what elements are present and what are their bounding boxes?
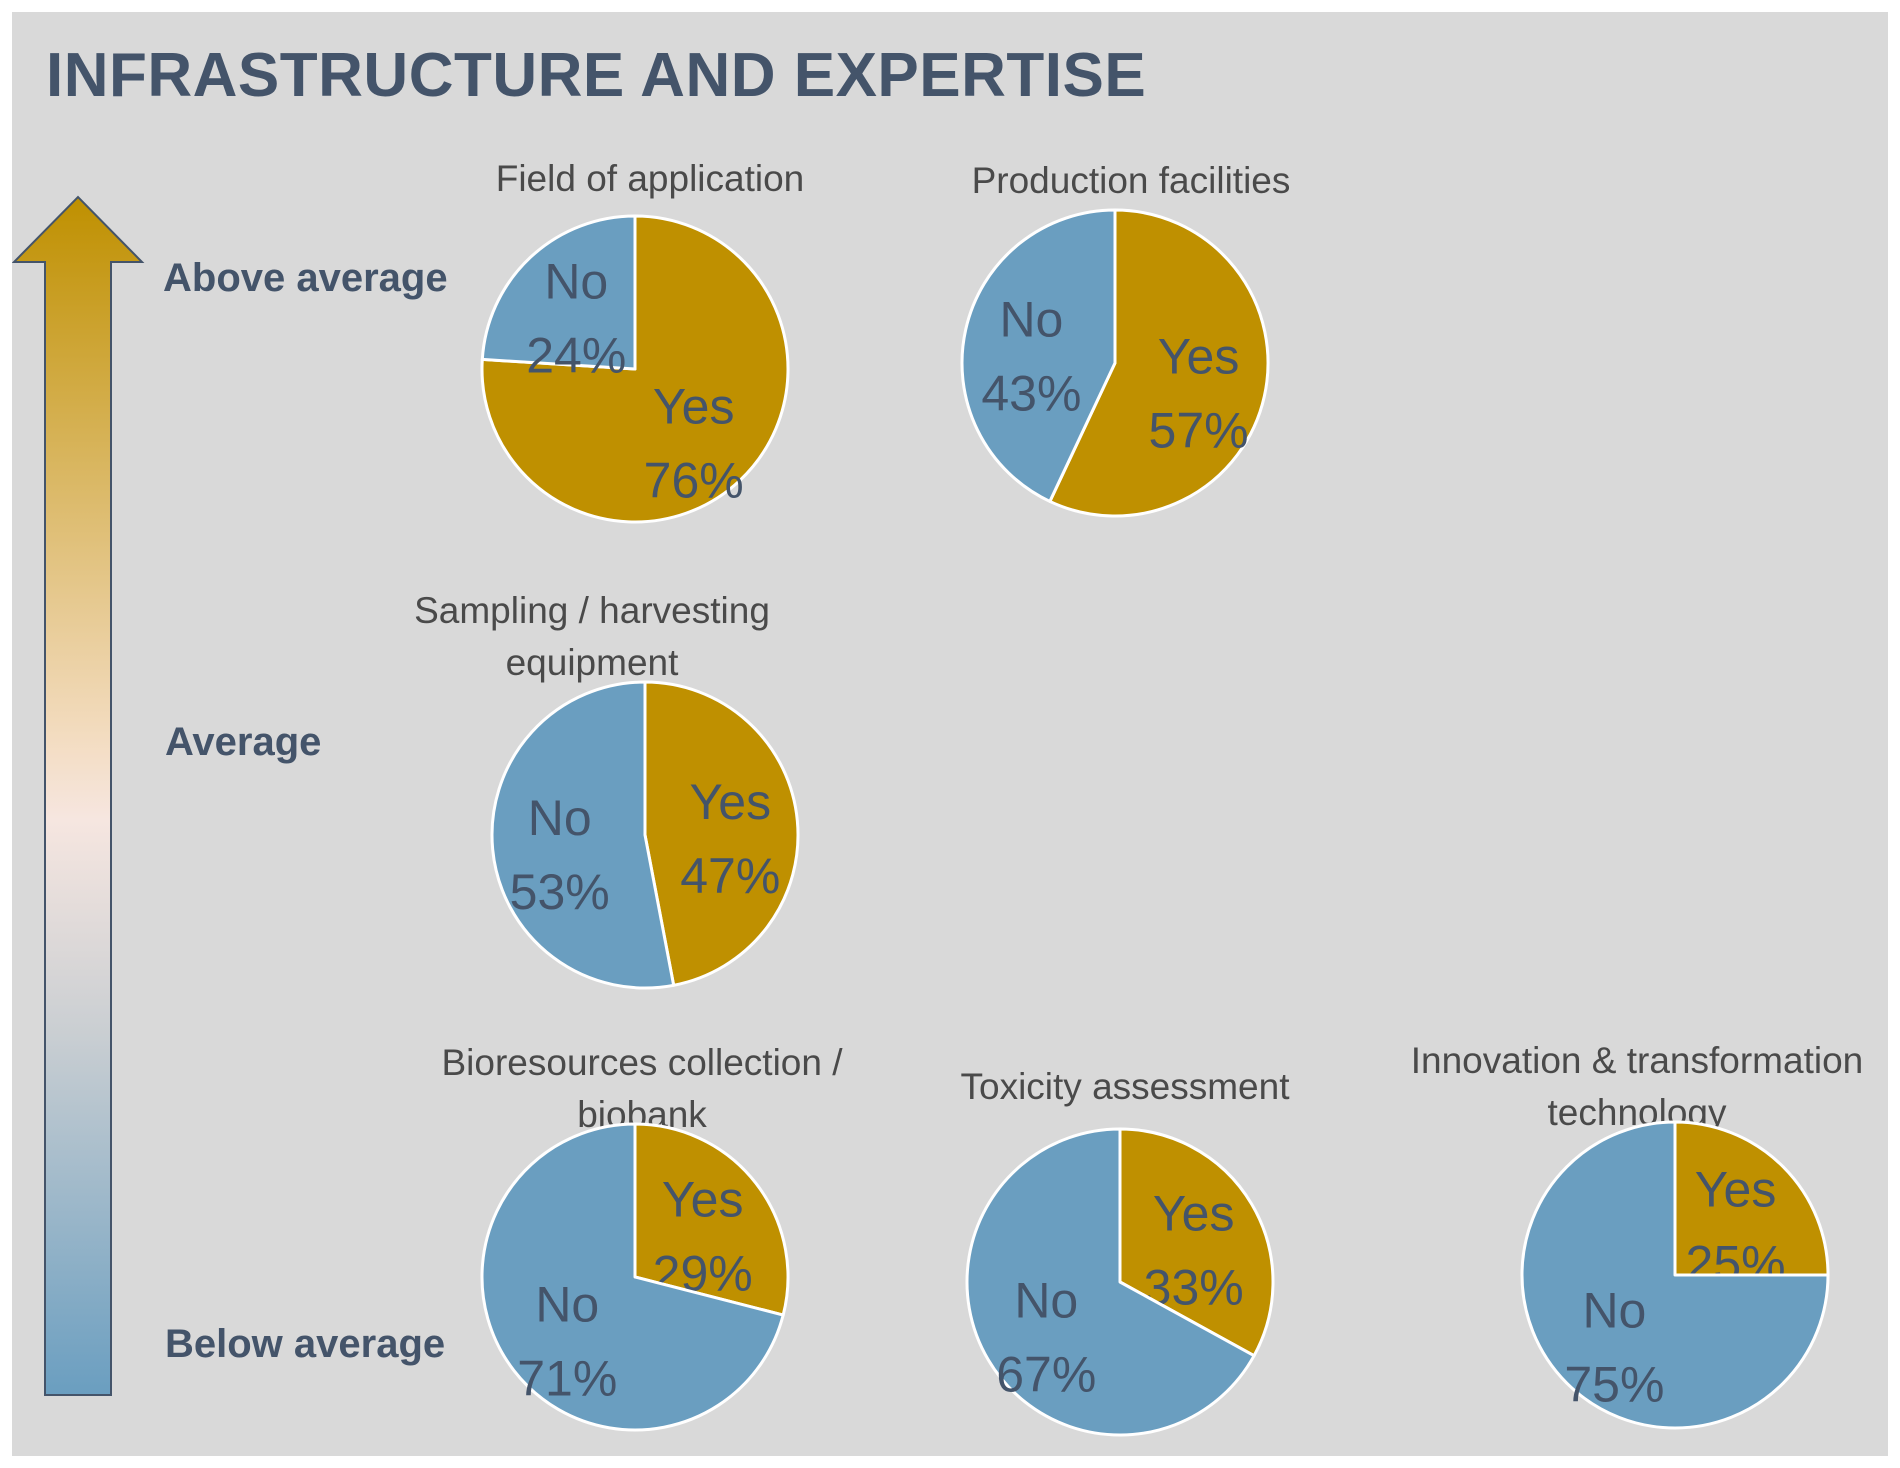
pie-slice-label: Yes [662, 1172, 744, 1228]
pie-slice-value: 75% [1564, 1357, 1664, 1413]
pie-slice-yes [643, 680, 800, 987]
pie-slice-value: 24% [526, 328, 626, 384]
pie-slice-no [960, 208, 1117, 503]
pie-title: Production facilities [971, 160, 1291, 201]
pie-slice-no [1520, 1120, 1830, 1430]
pie-slice-yes [633, 1122, 790, 1317]
pie-slice-label: Yes [1158, 329, 1240, 385]
pie-slice-label: No [1582, 1283, 1646, 1339]
pie-slice-no [490, 680, 676, 990]
pie-slice-label: Yes [1153, 1185, 1235, 1241]
pie-title: Field of application [495, 158, 805, 199]
pie-slice-value: 47% [680, 848, 780, 904]
pie-slice-value: 71% [517, 1351, 617, 1407]
pie-slice-no [965, 1127, 1256, 1437]
pie-slice-yes [1048, 208, 1270, 518]
pie-slice-label: No [528, 790, 592, 846]
pie-slice-label: No [544, 254, 608, 310]
chart-panel: INFRASTRUCTURE AND EXPERTISE Above avera… [12, 12, 1888, 1456]
pie-title: Innovation & transformation technology [1410, 1040, 1864, 1133]
pie-title: Sampling / harvesting equipment [414, 590, 770, 683]
pie-slice-value: 57% [1149, 403, 1249, 459]
pie-slice-label: No [1014, 1273, 1078, 1329]
pie-slice-label: Yes [690, 774, 772, 830]
pie-slice-value: 76% [644, 453, 744, 509]
pie-slice-label: Yes [1695, 1161, 1777, 1217]
level-label-average: Average [165, 720, 322, 764]
level-arrow [12, 195, 145, 1396]
pie-slice-yes [480, 214, 790, 524]
pie-slice-label: Yes [653, 379, 735, 435]
pie-slice-yes [1673, 1120, 1830, 1277]
pie-slice-value: 53% [510, 864, 610, 920]
pie-slice-label: No [535, 1277, 599, 1333]
pie-slice-no [480, 214, 637, 371]
level-label-above: Above average [163, 256, 448, 300]
pie-slice-yes [1118, 1127, 1275, 1358]
level-label-below: Below average [165, 1322, 446, 1366]
pie-title: Toxicity assessment [960, 1066, 1290, 1107]
pie-slice-no [480, 1122, 785, 1432]
pie-slice-value: 43% [981, 365, 1081, 421]
pie-slice-label: No [999, 291, 1063, 347]
pie-slice-value: 67% [996, 1347, 1096, 1403]
chart-title: INFRASTRUCTURE AND EXPERTISE [46, 41, 1147, 110]
